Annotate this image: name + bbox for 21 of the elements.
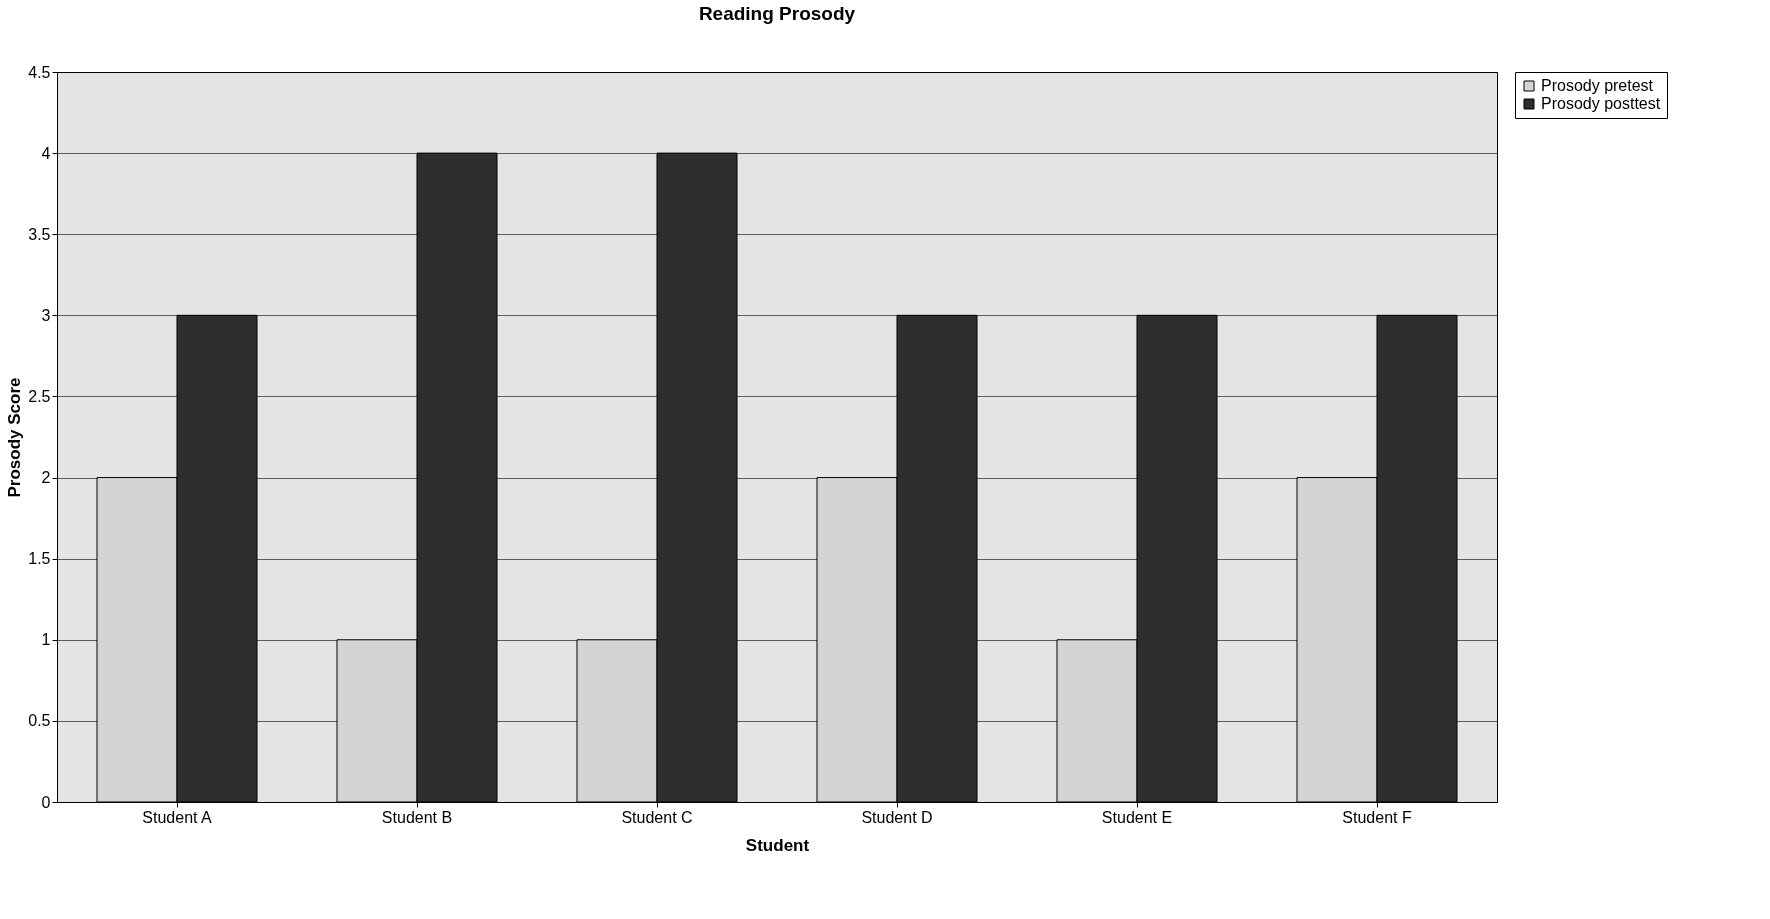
legend-label: Prosody pretest	[1541, 77, 1654, 94]
y-tick-label: 2	[41, 469, 51, 487]
y-tick-label: 0.5	[28, 712, 51, 730]
x-tick-label: Student C	[621, 808, 693, 826]
y-tick-label: 4.5	[28, 63, 51, 81]
y-tick-label: 0	[41, 793, 51, 811]
chart-title: Reading Prosody	[698, 3, 856, 24]
legend-label: Prosody posttest	[1541, 95, 1661, 112]
x-tick-label: Student E	[1101, 808, 1173, 826]
y-tick-label: 3	[41, 306, 51, 324]
x-tick-label: Student B	[381, 808, 453, 826]
y-tick-label: 1.5	[28, 550, 51, 568]
x-tick-label: Student D	[861, 808, 933, 826]
y-tick-label: 1	[41, 631, 51, 649]
x-axis-title: Student	[745, 835, 810, 855]
y-axis-title: Prosody Score	[5, 377, 25, 498]
y-tick-label: 4	[41, 144, 51, 162]
y-tick-label: 3.5	[28, 225, 51, 243]
y-tick-label: 2.5	[28, 387, 51, 405]
x-tick-label: Student A	[142, 808, 213, 826]
x-tick-label: Student F	[1342, 808, 1412, 826]
